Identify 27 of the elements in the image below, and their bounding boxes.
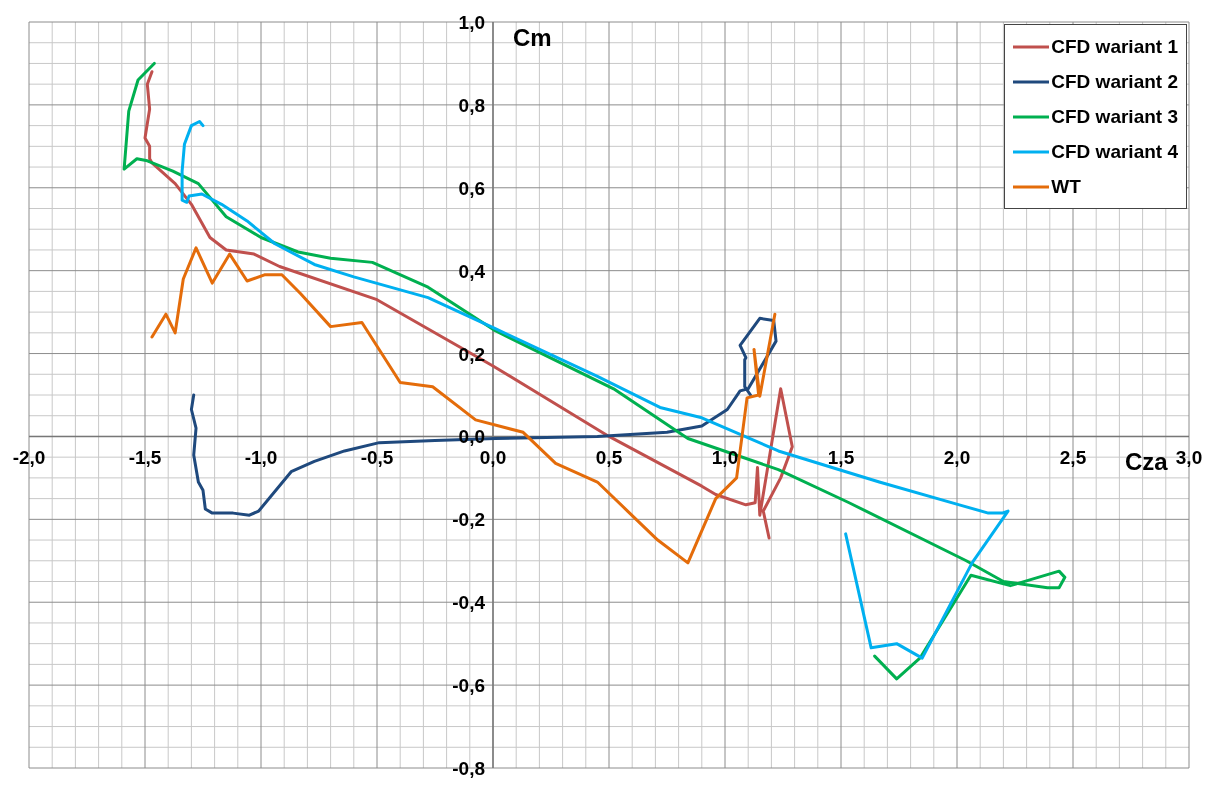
x-tick-label: 1,0: [711, 447, 739, 469]
y-axis-title: Cm: [513, 24, 552, 52]
y-tick-label: 0,6: [458, 177, 485, 199]
x-tick-label: 3,0: [1175, 447, 1203, 469]
y-tick-label: 0,4: [458, 260, 486, 282]
legend-label: CFD wariant 4: [1051, 140, 1178, 164]
x-tick-label: -0,5: [360, 447, 394, 469]
x-tick-label: 0,5: [595, 447, 623, 469]
x-tick-label: 0,0: [479, 447, 507, 469]
x-tick-label: 2,0: [943, 447, 971, 469]
legend-label: CFD wariant 1: [1051, 35, 1178, 59]
y-tick-label: 0,8: [458, 94, 485, 116]
x-tick-label: -2,0: [12, 447, 46, 469]
y-tick-label: -0,4: [452, 592, 486, 614]
line-series: [180, 119, 1010, 660]
legend-label: CFD wariant 2: [1051, 70, 1178, 94]
legend-label: CFD wariant 3: [1051, 105, 1178, 129]
x-tick-label: -1,5: [128, 447, 162, 469]
y-tick-label: -0,6: [452, 675, 485, 697]
x-tick-label: -1,0: [244, 447, 278, 469]
x-tick-label: 1,5: [827, 447, 855, 469]
legend-label: WT: [1051, 175, 1081, 199]
y-tick-label: -0,8: [452, 758, 485, 779]
y-tick-label: 1,0: [458, 12, 485, 33]
y-tick-label: -0,2: [452, 509, 485, 531]
x-tick-label: 2,5: [1059, 447, 1087, 469]
x-axis-title: Cza: [1125, 448, 1168, 477]
